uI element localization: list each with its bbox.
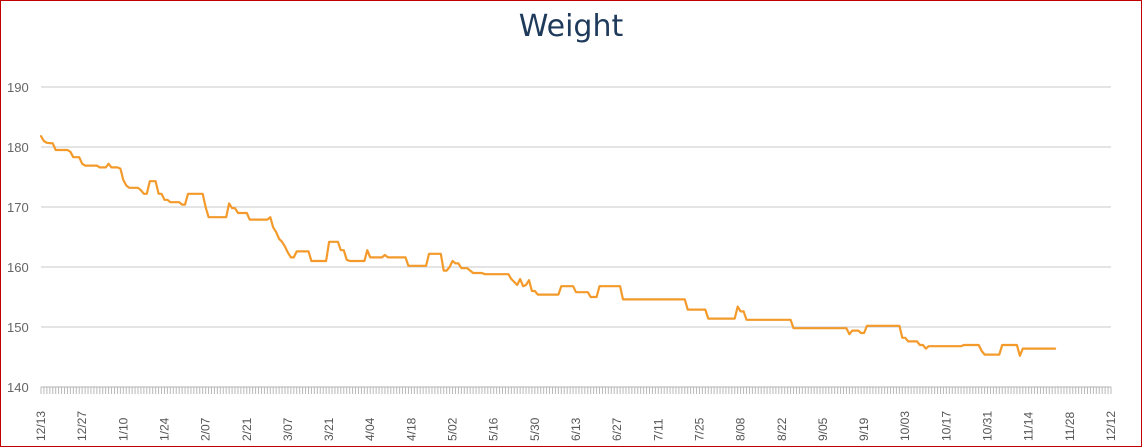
y-tick-label-160: 160 <box>7 260 29 275</box>
x-tick-label-8-08: 8/08 <box>734 417 748 441</box>
x-tick-label-6-27: 6/27 <box>610 417 624 441</box>
x-tick-label-1-10: 1/10 <box>116 417 130 441</box>
x-tick-label-5-30: 5/30 <box>528 417 542 441</box>
x-tick-label-12-12: 12/12 <box>1104 411 1118 441</box>
y-tick-label-190: 190 <box>7 80 29 95</box>
x-tick-label-6-13: 6/13 <box>569 417 583 441</box>
x-tick-label-2-07: 2/07 <box>199 417 213 441</box>
weight-series-line <box>39 135 1057 357</box>
x-tick-label-2-21: 2/21 <box>240 417 254 441</box>
x-tick-label-11-14: 11/14 <box>1022 412 1036 441</box>
x-tick-label-5-02: 5/02 <box>446 417 460 441</box>
x-tick-label-11-28: 11/28 <box>1063 412 1077 441</box>
x-tick-label-10-03: 10/03 <box>898 411 912 441</box>
x-tick-label-10-17: 10/17 <box>939 411 953 441</box>
x-tick-label-9-05: 9/05 <box>816 417 830 441</box>
x-tick-label-9-19: 9/19 <box>857 417 871 441</box>
x-tick-label-3-07: 3/07 <box>281 417 295 441</box>
x-tick-label-12-27: 12/27 <box>75 411 89 441</box>
x-tick-label-8-22: 8/22 <box>775 417 789 441</box>
x-tick-label-4-04: 4/04 <box>363 417 377 441</box>
x-tick-label-7-11: 7/11 <box>651 418 665 441</box>
x-tick-label-4-18: 4/18 <box>404 417 418 441</box>
x-tick-label-3-21: 3/21 <box>322 417 336 441</box>
y-tick-label-150: 150 <box>7 320 29 335</box>
y-tick-label-170: 170 <box>7 200 29 215</box>
x-tick-label-10-31: 10/31 <box>981 411 995 441</box>
x-tick-label-12-13: 12/13 <box>34 411 48 441</box>
x-tick-label-5-16: 5/16 <box>487 417 501 441</box>
chart-title: Weight <box>518 9 624 44</box>
x-tick-label-7-25: 7/25 <box>692 417 706 441</box>
y-tick-label-140: 140 <box>7 380 29 395</box>
y-tick-label-180: 180 <box>7 140 29 155</box>
x-tick-label-1-24: 1/24 <box>157 417 171 441</box>
